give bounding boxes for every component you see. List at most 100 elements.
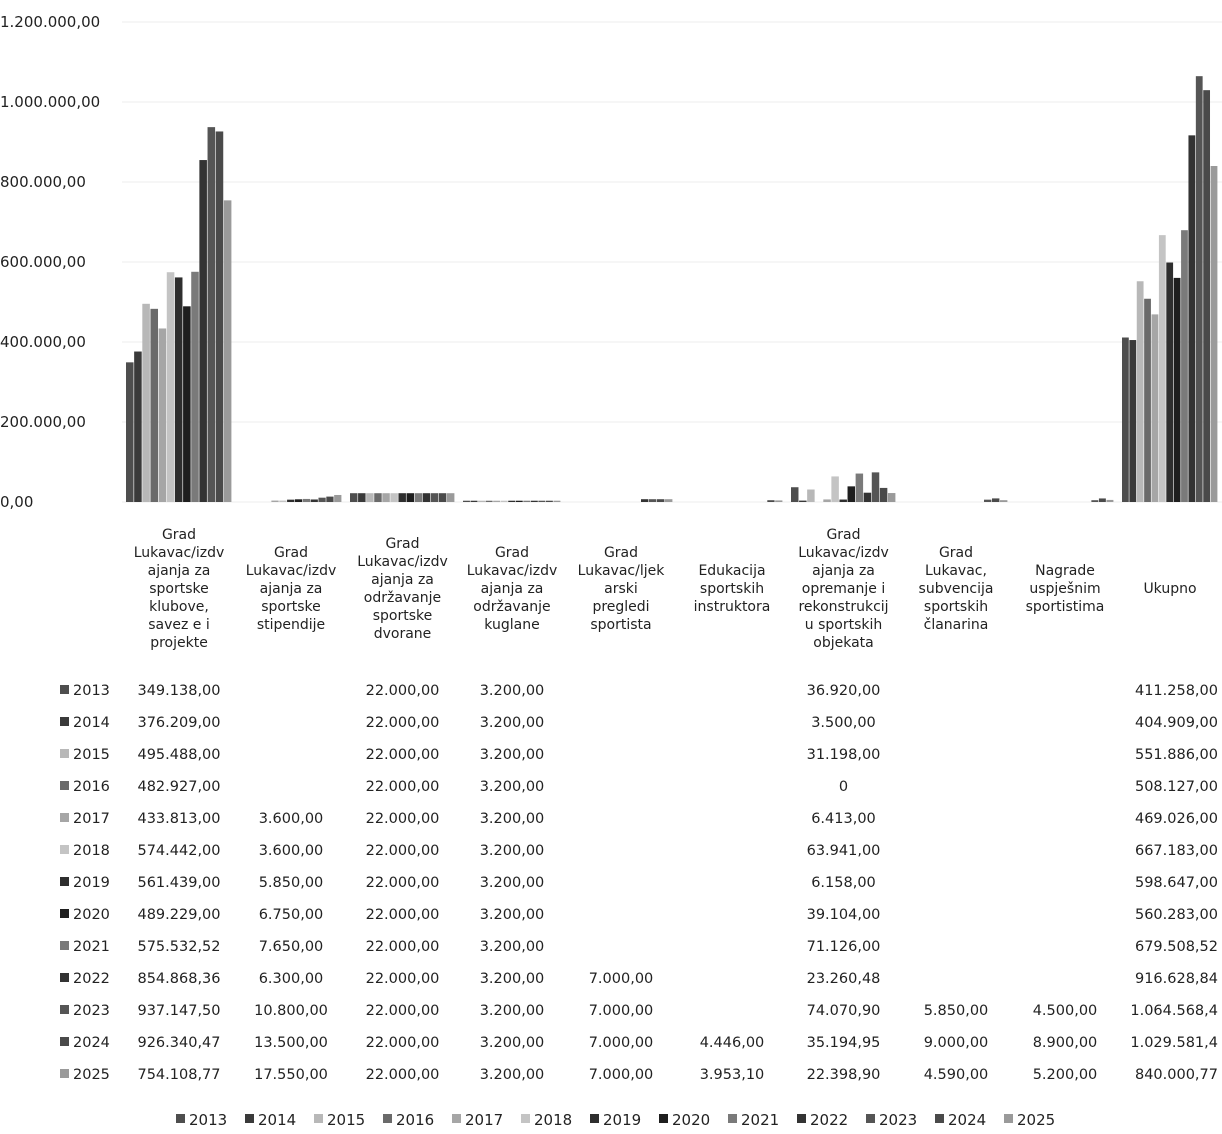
series-name: 2018 [73, 843, 110, 859]
bar [871, 472, 880, 502]
category-label: Grad [162, 527, 196, 543]
category-label: sportske [261, 599, 321, 615]
y-tick-label: 800.000,00 [0, 173, 86, 191]
legend: 2013 2014 2015 2016 2017 2018 2019 2020 2021 2022… [176, 1111, 1055, 1129]
bar [1000, 500, 1008, 502]
bar [382, 493, 390, 502]
data-label: 5.850,00 [924, 1003, 989, 1019]
data-label: 482.927,00 [137, 779, 220, 795]
bar [406, 493, 415, 502]
legend-swatch [383, 1114, 392, 1123]
legend-label: 2014 [258, 1111, 296, 1129]
data-label: 7.000,00 [589, 971, 654, 987]
bar [463, 500, 470, 502]
data-label: 6.413,00 [811, 811, 876, 827]
data-label: 937.147,50 [137, 1003, 220, 1019]
data-label: 9.000,00 [924, 1035, 989, 1051]
data-label: 3.200,00 [480, 715, 545, 731]
series-key-swatch [60, 749, 69, 758]
bar [374, 493, 382, 502]
data-table: 2013 349.138,00 22.000,00 3.200,00 36.920,00… [60, 683, 1218, 1083]
category-label: ajanja za [371, 572, 434, 588]
y-tick-label: 200.000,00 [0, 413, 86, 431]
series-key-swatch [60, 1005, 69, 1014]
data-label: 3.200,00 [480, 1003, 545, 1019]
data-label: 7.000,00 [589, 1003, 654, 1019]
data-label: 22.000,00 [366, 907, 440, 923]
category-label: sportske [149, 581, 209, 597]
series-key-swatch [60, 909, 69, 918]
bar [1158, 235, 1166, 502]
data-label: 754.108,77 [137, 1067, 220, 1083]
bar [553, 500, 561, 502]
bar [515, 500, 523, 502]
y-tick-label: 400.000,00 [0, 333, 86, 351]
bar [366, 493, 374, 502]
legend-swatch [176, 1114, 185, 1123]
bar [271, 500, 279, 502]
bar [166, 272, 175, 502]
data-label: 4.500,00 [1033, 1003, 1098, 1019]
legend-label: 2023 [879, 1111, 917, 1129]
legend-swatch [797, 1114, 806, 1123]
data-label: 1.029.581,4 [1130, 1035, 1218, 1051]
category-label: savez e i [148, 617, 210, 633]
series-name: 2014 [73, 715, 110, 731]
bar [158, 328, 167, 502]
data-label: 22.000,00 [366, 875, 440, 891]
category-label: Grad [274, 545, 308, 561]
series-key-swatch [60, 1037, 69, 1046]
data-label: 3.200,00 [480, 811, 545, 827]
series-name: 2022 [73, 971, 110, 987]
bar [649, 499, 657, 502]
data-label: 5.850,00 [259, 875, 324, 891]
data-label: 13.500,00 [254, 1035, 328, 1051]
category-label: instruktora [694, 599, 771, 615]
data-label: 3.200,00 [480, 843, 545, 859]
y-axis: 0,00 200.000,00 400.000,00 600.000,00 800.00… [0, 13, 100, 511]
data-label: 840.000,77 [1135, 1067, 1218, 1083]
series-key-swatch [60, 781, 69, 790]
category-label: Lukavac/izdv [467, 563, 558, 579]
bar [438, 493, 447, 502]
category-label: rekonstrukcij [798, 599, 888, 615]
legend-label: 2024 [948, 1111, 986, 1129]
bar [855, 473, 864, 502]
bar [493, 500, 501, 502]
category-label: Ukupno [1143, 581, 1196, 597]
legend-swatch [935, 1114, 944, 1123]
category-label: Edukacija [698, 563, 765, 579]
data-label: 7.000,00 [589, 1035, 654, 1051]
bar [478, 500, 486, 502]
bar [422, 493, 431, 502]
category-label: ajanja za [812, 563, 875, 579]
data-label: 3.200,00 [480, 1035, 545, 1051]
category-label: dvorane [374, 626, 432, 642]
data-label: 39.104,00 [807, 907, 881, 923]
series-name: 2019 [73, 875, 110, 891]
category-label: Lukavac/ljek [578, 563, 666, 579]
category-label: subvencija [919, 581, 994, 597]
bar [318, 497, 326, 502]
bar [831, 476, 839, 502]
bar [1203, 90, 1211, 503]
bar [279, 500, 287, 502]
y-tick-label: 600.000,00 [0, 253, 86, 271]
category-label: Lukavac/izdv [246, 563, 337, 579]
bar [414, 493, 423, 502]
data-label: 7.650,00 [259, 939, 324, 955]
data-label: 926.340,47 [137, 1035, 220, 1051]
legend-label: 2018 [534, 1111, 572, 1129]
category-label: Grad [604, 545, 638, 561]
data-label: 22.000,00 [366, 1067, 440, 1083]
data-label: 560.283,00 [1135, 907, 1218, 923]
series-name: 2021 [73, 939, 110, 955]
bar [183, 306, 191, 502]
bar [1091, 500, 1099, 502]
series-name: 2023 [73, 1003, 110, 1019]
bar [1098, 498, 1106, 502]
bar [823, 499, 831, 502]
bar [863, 492, 872, 502]
bar [992, 498, 1000, 502]
bar [485, 500, 493, 502]
